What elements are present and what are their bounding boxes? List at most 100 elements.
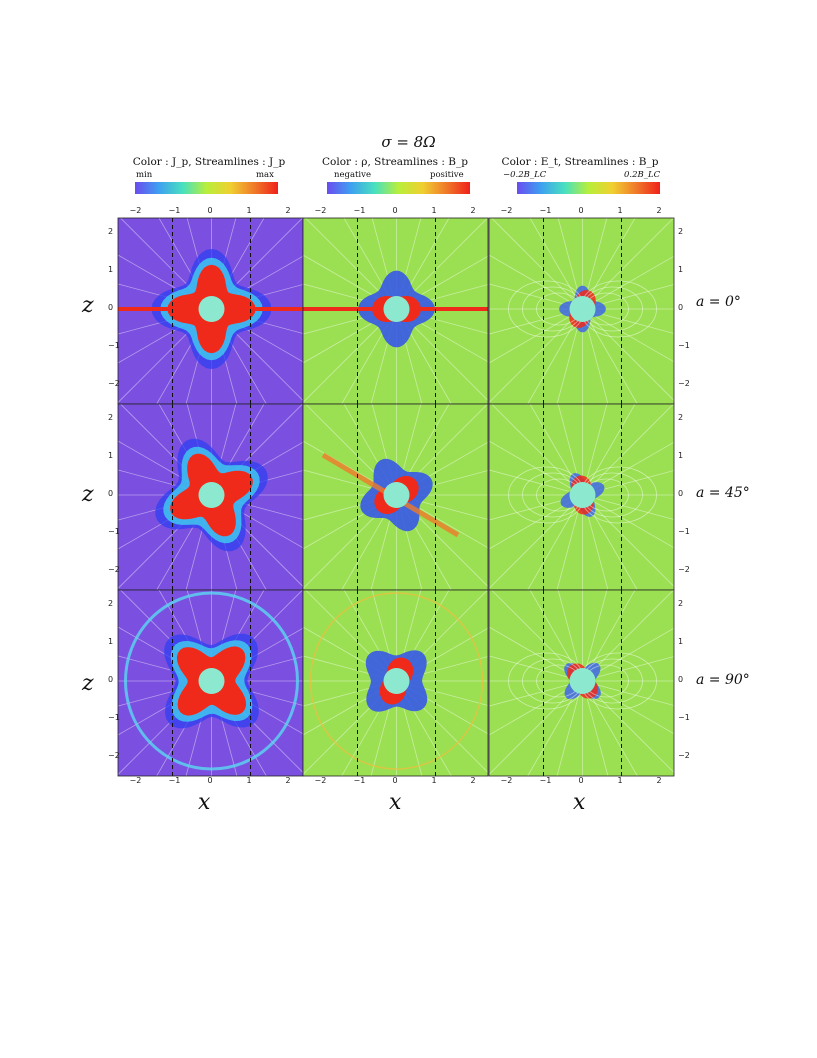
streamline [592, 690, 674, 774]
star-disk [569, 668, 596, 694]
streamline [406, 504, 488, 588]
cb2-max: positive [430, 170, 464, 180]
streamline [489, 318, 573, 404]
streamline [489, 501, 571, 550]
streamline [303, 254, 385, 303]
streamline [595, 312, 674, 334]
streamline [399, 404, 422, 482]
streamline [557, 404, 580, 482]
streamline [594, 255, 674, 303]
figure-title: σ = 8Ω [381, 133, 436, 151]
streamline [595, 684, 674, 706]
panel-3-2 [303, 590, 488, 776]
x-tick-top: −1 [168, 206, 181, 215]
row1-angle-label: a = 0° [696, 294, 741, 310]
streamline [489, 312, 570, 335]
streamline [594, 687, 674, 735]
x-tick-top: −1 [539, 206, 552, 215]
streamline [595, 284, 674, 306]
streamline [399, 590, 422, 668]
x-tick-bottom: 0 [578, 776, 584, 785]
y-tick-right: 1 [678, 451, 684, 460]
streamline [594, 501, 674, 549]
panel-2-3 [489, 404, 674, 590]
x-tick-bottom: 1 [246, 776, 252, 785]
streamline [409, 498, 488, 520]
x-tick-top: 0 [392, 206, 398, 215]
streamline [595, 656, 674, 678]
streamline [406, 218, 488, 300]
streamline [489, 655, 570, 678]
panel-1-2 [303, 218, 488, 404]
x-tick-top: −2 [129, 206, 142, 215]
streamline [585, 322, 609, 404]
x-tick-bottom: 2 [656, 776, 662, 785]
panel-frame [488, 589, 675, 777]
colorbar-3 [517, 182, 660, 194]
star-disk [383, 668, 410, 694]
x-tick-top: 0 [207, 206, 213, 215]
y-tick-right: −2 [678, 379, 690, 388]
y-tick-right: 0 [678, 675, 684, 684]
row2-angle-label: a = 45° [696, 485, 750, 501]
streamline [406, 318, 488, 402]
x-tick-top: 0 [578, 206, 584, 215]
ylabel-row3: z [82, 671, 94, 696]
cb1-max: max [256, 170, 274, 180]
x-tick-top: 2 [285, 206, 291, 215]
y-tick-right: 1 [678, 637, 684, 646]
streamline [489, 626, 571, 675]
xlabel-col2: x [389, 790, 402, 815]
y-tick-right: 2 [678, 413, 684, 422]
xlabel-col3: x [573, 790, 586, 815]
wave-front [309, 592, 484, 770]
streamline [409, 656, 488, 678]
streamline [303, 315, 385, 364]
streamline [370, 508, 394, 590]
star-disk [383, 482, 410, 508]
streamline [399, 694, 423, 776]
x-tick-top: 1 [617, 206, 623, 215]
streamline [490, 218, 573, 300]
streamline [585, 590, 608, 668]
cb1-min: min [136, 170, 153, 180]
star-disk [198, 668, 225, 694]
wave-front [124, 591, 299, 771]
y-tick-right: 0 [678, 489, 684, 498]
streamline [594, 627, 674, 675]
streamline [489, 690, 573, 776]
streamline [585, 508, 609, 590]
y-tick-left: 2 [108, 599, 114, 608]
streamline [303, 684, 384, 707]
x-tick-bottom: 0 [392, 776, 398, 785]
x-tick-top: −2 [314, 206, 327, 215]
y-tick-right: 2 [678, 227, 684, 236]
streamline [557, 590, 580, 668]
streamline [585, 218, 608, 296]
streamline [595, 470, 674, 492]
x-tick-bottom: −1 [168, 776, 181, 785]
panel-1-3 [489, 218, 674, 404]
x-tick-bottom: −1 [539, 776, 552, 785]
panel-2-2 [303, 404, 488, 590]
streamline [556, 694, 580, 776]
cb2-min: negative [334, 170, 371, 180]
x-tick-top: 2 [470, 206, 476, 215]
y-tick-right: −2 [678, 565, 690, 574]
streamline [592, 318, 674, 402]
streamline [303, 687, 385, 736]
streamline [409, 684, 488, 706]
streamline [303, 469, 384, 492]
y-tick-left: −2 [108, 379, 120, 388]
panel-frame [302, 589, 489, 777]
x-tick-top: 2 [656, 206, 662, 215]
ylabel-row2: z [82, 482, 94, 507]
y-tick-left: 2 [108, 413, 114, 422]
y-tick-right: 2 [678, 599, 684, 608]
streamline [592, 590, 674, 672]
streamline [556, 322, 580, 404]
y-tick-left: −2 [108, 751, 120, 760]
streamline [489, 254, 571, 303]
streamline [408, 315, 488, 363]
panel-1-1 [118, 218, 303, 404]
